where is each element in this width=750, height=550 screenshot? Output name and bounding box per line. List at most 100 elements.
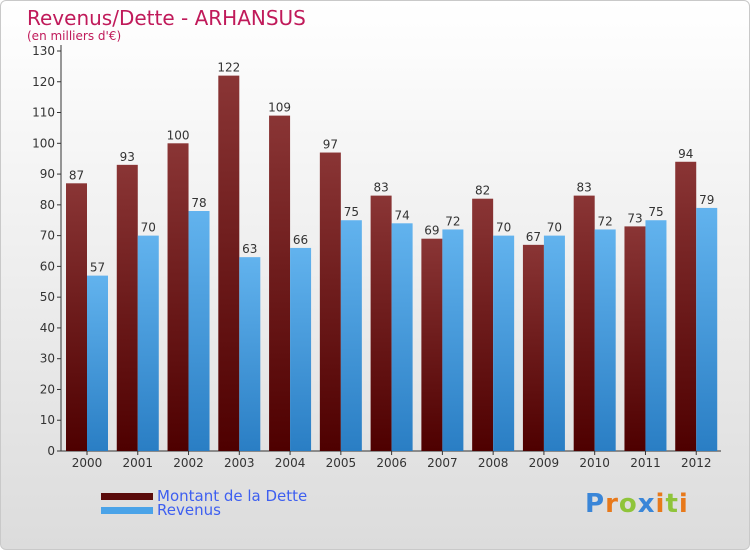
x-tick-label: 2011: [630, 456, 661, 470]
bar-revenus-2009: [543, 235, 565, 451]
y-tick-label: 100: [32, 136, 55, 150]
bar-revenus-2004: [290, 247, 312, 451]
data-label-revenus-2001: 70: [141, 221, 156, 235]
bar-revenus-2007: [442, 229, 464, 451]
data-labels: 87 57 93 70 100 78 122 63 109 66 97 75 83 74 69 72 82 70 6…: [69, 61, 715, 275]
bar-dette-2010: [573, 195, 595, 451]
x-tick-label: 2007: [427, 456, 458, 470]
legend-swatch-revenus: [101, 506, 153, 514]
logo-letter: i: [678, 489, 689, 519]
x-tick-label: 2003: [224, 456, 255, 470]
logo-letter: x: [637, 489, 656, 519]
x-tick-label: 2004: [275, 456, 306, 470]
bar-revenus-2000: [87, 275, 108, 451]
data-label-revenus-2003: 63: [242, 242, 257, 256]
y-tick-label: 20: [40, 382, 55, 396]
data-label-revenus-2002: 78: [191, 196, 206, 210]
bar-dette-2011: [624, 226, 646, 451]
y-tick-label: 0: [47, 444, 55, 458]
bar-dette-2008: [472, 198, 494, 451]
data-label-dette-2007: 69: [424, 224, 439, 238]
data-label-dette-2010: 83: [577, 181, 592, 195]
x-tick-label: 2009: [529, 456, 560, 470]
data-label-revenus-2012: 79: [699, 193, 714, 207]
y-tick-label: 110: [32, 106, 55, 120]
bar-revenus-2002: [188, 211, 210, 451]
x-tick-label: 2001: [122, 456, 153, 470]
data-label-dette-2004: 109: [268, 101, 291, 115]
y-tick-label: 90: [40, 167, 55, 181]
x-tick-label: 2005: [326, 456, 357, 470]
bar-dette-2006: [370, 195, 392, 451]
bar-revenus-2012: [696, 207, 718, 451]
bar-dette-2012: [675, 161, 697, 451]
x-tick-label: 2010: [579, 456, 610, 470]
y-tick-label: 10: [40, 413, 55, 427]
data-label-revenus-2008: 70: [496, 221, 511, 235]
y-tick-label: 30: [40, 352, 55, 366]
bar-dette-2003: [218, 75, 240, 451]
data-label-revenus-2009: 70: [547, 221, 562, 235]
y-tick-label: 80: [40, 198, 55, 212]
y-tick-label: 50: [40, 290, 55, 304]
logo-letter: P: [585, 489, 606, 519]
bar-dette-2004: [269, 115, 291, 451]
x-tick-label: 2012: [681, 456, 712, 470]
bar-dette-2000: [66, 183, 87, 452]
logo-letter: o: [618, 489, 638, 519]
bar-dette-2005: [319, 152, 341, 452]
bar-revenus-2006: [391, 223, 413, 451]
data-label-dette-2006: 83: [373, 181, 388, 195]
bar-revenus-2001: [137, 235, 159, 451]
data-label-dette-2001: 93: [120, 150, 135, 164]
bar-revenus-2008: [493, 235, 515, 451]
data-label-revenus-2006: 74: [394, 208, 409, 222]
bar-revenus-2005: [340, 220, 362, 451]
data-label-revenus-2010: 72: [598, 214, 613, 228]
data-label-revenus-2004: 66: [293, 233, 308, 247]
x-tick-label: 2000: [72, 456, 103, 470]
data-label-dette-2000: 87: [69, 168, 84, 182]
y-tick-label: 70: [40, 229, 55, 243]
bar-dette-2009: [522, 244, 544, 451]
data-label-dette-2005: 97: [323, 138, 338, 152]
data-label-dette-2008: 82: [475, 184, 490, 198]
data-label-revenus-2007: 72: [445, 214, 460, 228]
data-label-dette-2003: 122: [217, 61, 240, 75]
data-label-revenus-2011: 75: [648, 205, 663, 219]
data-label-dette-2002: 100: [167, 128, 190, 142]
logo-letter: i: [655, 489, 666, 519]
x-tick-label: 2002: [173, 456, 204, 470]
chart-title: Revenus/Dette - ARHANSUS: [27, 6, 306, 30]
axes: 0 10 20 30 40 50 60 70 80 90 100 110 120 130 2000 2001 2…: [32, 44, 721, 470]
y-tick-label: 40: [40, 321, 55, 335]
data-label-dette-2012: 94: [678, 147, 693, 161]
data-label-revenus-2000: 57: [90, 261, 105, 275]
data-label-dette-2009: 67: [526, 230, 541, 244]
proxiti-logo: Proxiti: [585, 489, 689, 519]
bar-revenus-2003: [239, 257, 261, 451]
legend-swatch-dette: [101, 492, 153, 500]
bar-dette-2002: [167, 143, 189, 452]
chart-subtitle: (en milliers d'€): [27, 29, 122, 43]
data-label-revenus-2005: 75: [344, 205, 359, 219]
bar-revenus-2010: [594, 229, 616, 451]
legend-item-dette: Montant de la Dette: [101, 487, 308, 505]
legend-item-revenus: Revenus: [101, 501, 221, 519]
bars: [66, 75, 718, 452]
y-tick-label: 60: [40, 259, 55, 273]
logo-letter: r: [605, 489, 619, 519]
x-tick-label: 2008: [478, 456, 509, 470]
y-tick-label: 130: [32, 44, 55, 58]
legend-label-dette: Montant de la Dette: [157, 487, 308, 505]
logo-letter: t: [665, 489, 679, 519]
bar-revenus-2011: [645, 220, 667, 451]
x-tick-label: 2006: [376, 456, 407, 470]
bar-dette-2007: [421, 238, 443, 451]
bar-dette-2001: [116, 164, 138, 451]
legend-label-revenus: Revenus: [157, 501, 221, 519]
data-label-dette-2011: 73: [627, 211, 642, 225]
y-tick-label: 120: [32, 75, 55, 89]
